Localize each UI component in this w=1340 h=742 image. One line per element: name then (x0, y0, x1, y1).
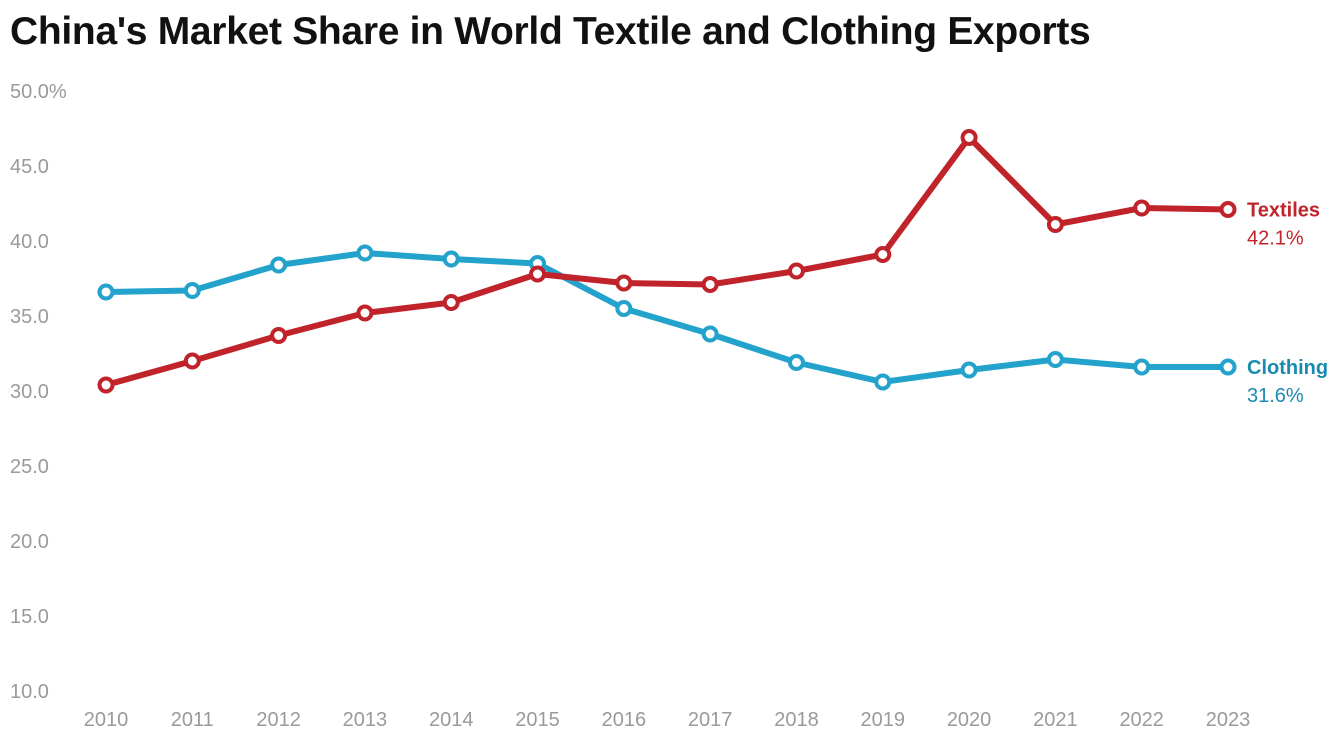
textiles-end-value: 42.1% (1247, 228, 1304, 250)
textiles-point (1046, 216, 1064, 233)
y-tick-label: 10.0 (10, 681, 49, 703)
clothing-point (1133, 358, 1151, 376)
textiles-point (442, 294, 460, 311)
y-tick-label: 50.0% (10, 81, 67, 103)
clothing-point (1046, 351, 1064, 368)
clothing-point (701, 325, 719, 343)
y-tick-label: 15.0 (10, 606, 49, 628)
textiles-point (874, 246, 892, 263)
clothing-point (787, 354, 805, 371)
clothing-point (183, 282, 201, 299)
clothing-point (270, 256, 288, 274)
clothing-line (103, 250, 1231, 385)
x-tick-label: 2015 (515, 709, 560, 731)
x-tick-label: 2013 (343, 709, 388, 731)
clothing-point (97, 283, 115, 301)
textiles-point (787, 262, 805, 280)
x-tick-label: 2021 (1033, 709, 1078, 731)
clothing-point (1219, 358, 1237, 376)
x-tick-label: 2022 (1119, 709, 1164, 731)
textiles-point (97, 376, 115, 394)
x-tick-label: 2016 (602, 709, 647, 731)
textiles-point (615, 274, 633, 292)
textiles-point (1133, 199, 1151, 217)
clothing-point (960, 361, 978, 379)
y-axis: 10.0 15.0 20.0 25.0 30.0 35.0 40.0 45.0 50.0% (10, 81, 67, 703)
y-tick-label: 35.0 (10, 306, 49, 328)
y-tick-label: 45.0 (10, 156, 49, 178)
x-tick-label: 2019 (861, 709, 906, 731)
series-points (97, 129, 1237, 394)
x-tick-label: 2018 (774, 709, 819, 731)
clothing-series-name: Clothing (1247, 357, 1328, 379)
y-tick-label: 25.0 (10, 456, 49, 478)
chart-title: China's Market Share in World Textile an… (10, 10, 1091, 53)
textiles-point (529, 265, 547, 283)
textiles-point (1219, 201, 1237, 218)
y-tick-label: 40.0 (10, 231, 49, 253)
textiles-point (270, 327, 288, 344)
clothing-point (874, 373, 892, 391)
clothing-point (615, 300, 633, 317)
series-labels: Textiles 42.1% Clothing 31.6% (1247, 200, 1328, 408)
x-tick-label: 2010 (84, 709, 129, 731)
x-tick-label: 2012 (256, 709, 301, 731)
x-tick-label: 2023 (1206, 709, 1251, 731)
clothing-point (356, 244, 374, 262)
x-tick-label: 2020 (947, 709, 992, 731)
textiles-point (356, 304, 374, 322)
series-lines (103, 134, 1231, 388)
textiles-series-name: Textiles (1247, 200, 1320, 222)
x-tick-label: 2011 (171, 709, 214, 731)
clothing-point (442, 250, 460, 268)
x-axis: 2010 2011 2012 2013 2014 2015 2016 2017 2018 2019… (84, 709, 1251, 731)
textiles-point (183, 352, 201, 370)
textiles-point (960, 129, 978, 146)
y-tick-label: 20.0 (10, 531, 49, 553)
x-tick-label: 2014 (429, 709, 474, 731)
textiles-line (103, 134, 1231, 388)
x-tick-label: 2017 (688, 709, 733, 731)
textiles-point (701, 276, 719, 293)
clothing-end-value: 31.6% (1247, 385, 1304, 407)
y-tick-label: 30.0 (10, 381, 49, 403)
